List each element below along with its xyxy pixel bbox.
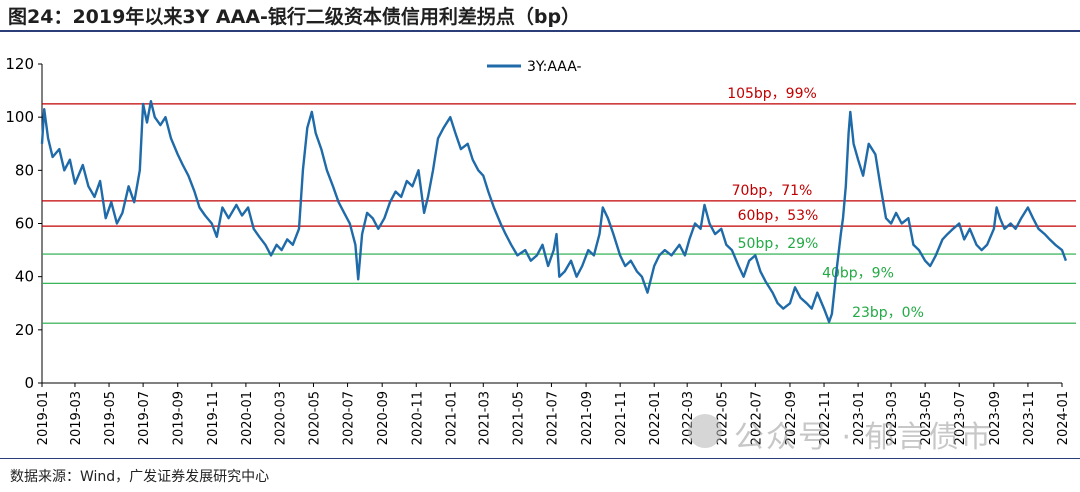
x-tick-label: 2022-09 xyxy=(784,391,799,445)
x-tick-label: 2019-01 xyxy=(36,391,51,445)
x-tick-label: 2019-09 xyxy=(172,391,187,445)
x-tick-label: 2019-07 xyxy=(137,391,152,445)
reference-line-label: 60bp，53% xyxy=(738,208,819,224)
x-tick-label: 2022-07 xyxy=(749,391,764,445)
x-tick-label: 2021-09 xyxy=(580,391,595,445)
y-tick-label: 120 xyxy=(5,55,34,73)
x-tick-label: 2021-03 xyxy=(477,391,492,445)
x-tick-label: 2021-07 xyxy=(545,391,560,445)
watermark: 公众号 · 郁言债市 xyxy=(640,412,1070,455)
title-rule xyxy=(0,30,1080,32)
chart-legend: 3Y:AAA- xyxy=(487,59,582,75)
x-tick-label: 2021-11 xyxy=(614,391,629,445)
watermark-text: 公众号 · 郁言债市 xyxy=(734,420,993,455)
x-tick-label: 2020-01 xyxy=(240,391,255,445)
y-tick-label: 100 xyxy=(5,108,34,126)
x-tick-label: 2023-03 xyxy=(885,391,900,445)
reference-line-label: 23bp，0% xyxy=(852,305,924,321)
reference-line-label: 50bp，29% xyxy=(738,236,819,252)
x-tick-label: 2022-11 xyxy=(818,391,833,445)
y-tick-label: 40 xyxy=(15,268,34,286)
x-tick-label: 2021-01 xyxy=(444,391,459,445)
x-tick-label: 2021-05 xyxy=(511,391,526,445)
reference-line-label: 40bp，9% xyxy=(822,265,894,281)
x-tick-label: 2023-01 xyxy=(852,391,867,445)
x-tick-label: 2023-07 xyxy=(953,391,968,445)
reference-line-label: 105bp，99% xyxy=(727,86,817,102)
x-tick-label: 2019-05 xyxy=(103,391,118,445)
x-tick-label: 2020-07 xyxy=(342,391,357,445)
reference-lines: 105bp，99% 70bp，71% 60bp，53% 50bp，29%40bp，9%… xyxy=(42,86,1076,324)
credit-spread-chart: 0 20 40 60 80 100 120 2019-01 2019-03 2019-05 2019… xyxy=(5,55,1076,445)
series-layer xyxy=(40,100,1068,324)
x-tick-label: 2020-09 xyxy=(376,391,391,445)
x-tick-label: 2020-03 xyxy=(273,391,288,445)
x-tick-label: 2022-01 xyxy=(648,391,663,445)
watermark-logo-icon xyxy=(688,414,722,448)
y-tick-label: 0 xyxy=(24,374,34,392)
x-tick-label: 2023-05 xyxy=(919,391,934,445)
x-tick-label: 2020-05 xyxy=(307,391,322,445)
x-tick-label: 2020-11 xyxy=(410,391,425,445)
y-tick-label: 20 xyxy=(15,321,34,339)
source-rule xyxy=(0,458,1080,459)
chart-axes: 0 20 40 60 80 100 120 2019-01 2019-03 2019-05 2019… xyxy=(5,55,1071,445)
reference-line-label: 70bp，71% xyxy=(732,183,813,199)
x-tick-label: 2024-01 xyxy=(1056,391,1071,445)
x-tick-label: 2019-11 xyxy=(206,391,221,445)
x-tick-label: 2023-11 xyxy=(1022,391,1037,445)
y-tick-label: 80 xyxy=(15,161,34,179)
x-tick-label: 2023-09 xyxy=(988,391,1003,445)
figure-title: 图24：2019年以来3Y AAA-银行二级资本债信用利差拐点（bp） xyxy=(8,6,581,28)
legend-label: 3Y:AAA- xyxy=(527,59,582,75)
source-note: 数据来源：Wind，广发证券发展研究中心 xyxy=(10,469,270,485)
series-line-3y-aaa xyxy=(40,100,1068,324)
y-tick-label: 60 xyxy=(15,215,34,233)
x-tick-label: 2019-03 xyxy=(69,391,84,445)
